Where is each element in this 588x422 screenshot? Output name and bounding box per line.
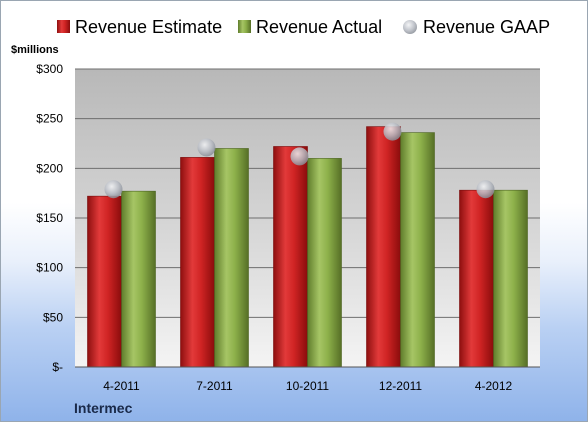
marker-revenue-gaap (197, 138, 216, 157)
y-tick-label: $100 (36, 261, 63, 275)
bar-revenue-actual (400, 132, 435, 368)
x-tick-label: 12-2011 (379, 379, 422, 393)
bar-revenue-estimate (366, 126, 401, 368)
legend: Revenue Estimate Revenue Actual Revenue … (57, 17, 550, 37)
bar-revenue-estimate (180, 157, 215, 368)
bar-revenue-actual (493, 189, 528, 368)
x-tick-label: 4-2012 (475, 379, 513, 393)
x-axis-ticks: 4-2011 7-2011 10-2011 12-2011 4-2012 (103, 379, 512, 393)
y-tick-label: $200 (36, 161, 63, 175)
x-tick-label: 4-2011 (103, 379, 140, 393)
marker-revenue-gaap (476, 180, 495, 199)
bars (87, 126, 528, 368)
y-tick-label: $50 (43, 310, 63, 324)
marker-revenue-gaap (104, 180, 123, 199)
x-tick-label: 7-2011 (196, 379, 233, 393)
y-axis-unit-label: $millions (11, 44, 59, 56)
x-tick-label: 10-2011 (286, 379, 329, 393)
marker-revenue-gaap (290, 147, 309, 166)
legend-label-revenue-gaap: Revenue GAAP (423, 17, 550, 37)
bar-revenue-estimate (459, 189, 494, 368)
bar-revenue-actual (307, 158, 342, 368)
marker-revenue-gaap (383, 122, 402, 141)
legend-label-revenue-actual: Revenue Actual (256, 17, 382, 37)
y-axis-ticks: $- $50 $100 $150 $200 $250 $300 (36, 62, 63, 374)
legend-swatch-revenue-estimate (57, 20, 70, 33)
y-tick-label: $150 (36, 211, 63, 225)
y-tick-label: $300 (36, 62, 63, 76)
bar-revenue-actual (214, 148, 249, 368)
legend-label-revenue-estimate: Revenue Estimate (75, 17, 222, 37)
gaap-markers (104, 122, 495, 199)
bar-revenue-estimate (87, 195, 122, 368)
bar-revenue-estimate (273, 146, 308, 368)
y-tick-label: $- (52, 360, 63, 374)
y-tick-label: $250 (36, 112, 63, 126)
bar-revenue-actual (121, 190, 156, 368)
legend-swatch-revenue-actual (238, 20, 251, 33)
company-label: Intermec (74, 400, 133, 416)
legend-swatch-revenue-gaap (403, 20, 417, 34)
